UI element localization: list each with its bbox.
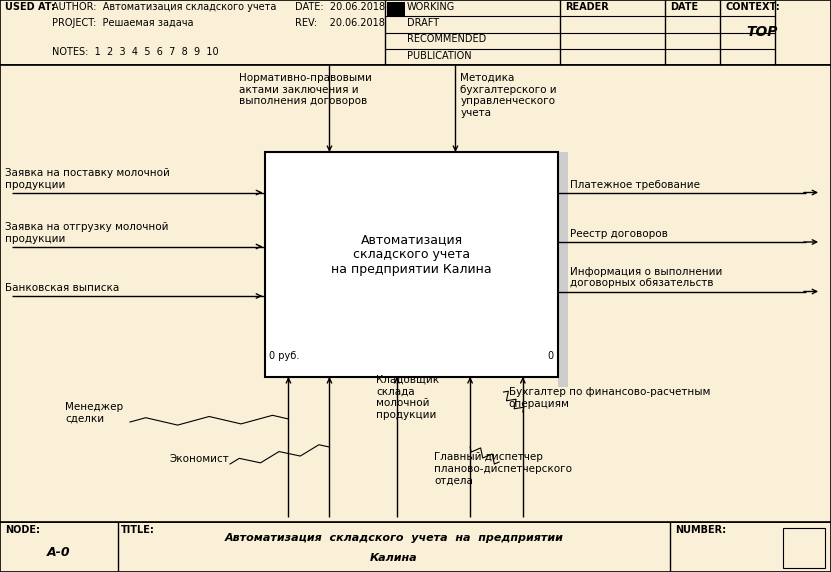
Text: DRAFT: DRAFT: [407, 18, 439, 28]
Text: RECOMMENDED: RECOMMENDED: [407, 34, 486, 45]
Text: Реестр договоров: Реестр договоров: [570, 229, 668, 239]
Text: Автоматизация  складского  учета  на  предприятии: Автоматизация складского учета на предпр…: [224, 533, 563, 543]
Bar: [387, 2, 405, 16]
Bar: [0, 522, 831, 572]
Text: Информация о выполнении
договорных обязательств: Информация о выполнении договорных обяза…: [570, 267, 722, 288]
Bar: [0, 0, 831, 65]
Text: PUBLICATION: PUBLICATION: [407, 51, 472, 61]
Text: Экономист: Экономист: [170, 454, 229, 464]
Text: NODE:: NODE:: [5, 525, 40, 535]
Text: DATE:  20.06.2018: DATE: 20.06.2018: [295, 2, 385, 12]
Bar: [558, 152, 568, 387]
Bar: [265, 152, 558, 377]
Text: 0: 0: [548, 351, 554, 361]
Text: Бухгалтер по финансово-расчетным
операциям: Бухгалтер по финансово-расчетным операци…: [509, 387, 710, 408]
Text: Заявка на отгрузку молочной
продукции: Заявка на отгрузку молочной продукции: [5, 222, 169, 244]
Text: USED AT:: USED AT:: [5, 2, 55, 12]
Text: Методика
бухгалтерского и
управленческого
учета: Методика бухгалтерского и управленческог…: [460, 73, 557, 118]
Text: AUTHOR:  Автоматизация складского учета: AUTHOR: Автоматизация складского учета: [52, 2, 277, 12]
Text: Менеджер
сделки: Менеджер сделки: [65, 402, 123, 424]
Text: DATE: DATE: [670, 2, 698, 12]
Text: Калина: Калина: [370, 553, 418, 563]
Text: NOTES:  1  2  3  4  5  6  7  8  9  10: NOTES: 1 2 3 4 5 6 7 8 9 10: [52, 47, 219, 57]
Text: Платежное требование: Платежное требование: [570, 180, 700, 189]
Bar: [0, 65, 831, 522]
Text: WORKING: WORKING: [407, 2, 455, 12]
Text: TITLE:: TITLE:: [121, 525, 155, 535]
Text: Кладовщик
склада
молочной
продукции: Кладовщик склада молочной продукции: [376, 375, 440, 420]
Text: 0 руб.: 0 руб.: [269, 351, 299, 361]
Text: Автоматизация
складского учета
на предприятии Калина: Автоматизация складского учета на предпр…: [332, 233, 492, 276]
Text: TOP: TOP: [747, 26, 778, 39]
Text: PROJECT:  Решаемая задача: PROJECT: Решаемая задача: [52, 18, 194, 28]
Text: A-0: A-0: [47, 546, 71, 559]
Text: Нормативно-правовыми
актами заключения и
выполнения договоров: Нормативно-правовыми актами заключения и…: [239, 73, 372, 106]
Bar: [783, 528, 825, 568]
Text: REV:    20.06.2018: REV: 20.06.2018: [295, 18, 385, 28]
Text: CONTEXT:: CONTEXT:: [725, 2, 779, 12]
Text: NUMBER:: NUMBER:: [675, 525, 726, 535]
Text: Главный диспетчер
планово-диспетчерского
отдела: Главный диспетчер планово-диспетчерского…: [434, 452, 572, 485]
Text: Заявка на поставку молочной
продукции: Заявка на поставку молочной продукции: [5, 168, 170, 189]
Text: READER: READER: [565, 2, 609, 12]
Text: Банковская выписка: Банковская выписка: [5, 283, 120, 293]
